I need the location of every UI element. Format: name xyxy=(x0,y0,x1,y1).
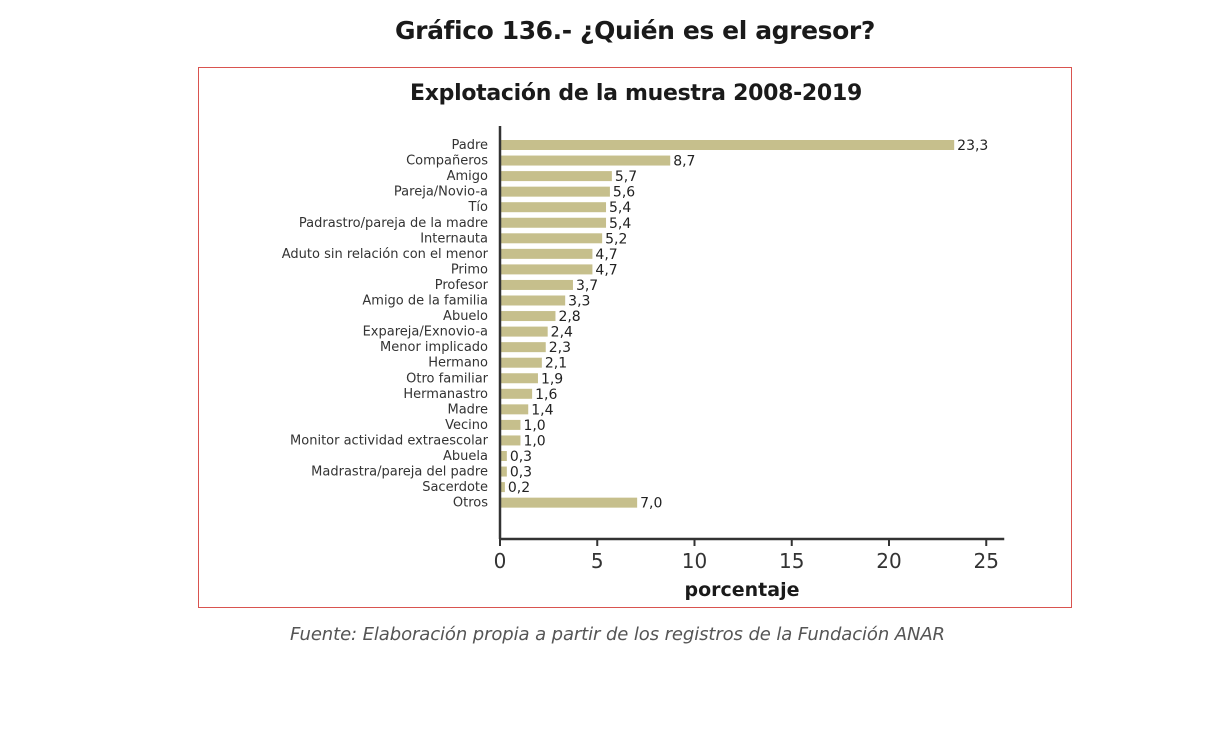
chart-title: Explotación de la muestra 2008-2019 xyxy=(410,81,862,106)
value-label: 5,4 xyxy=(609,216,631,232)
value-label: 1,0 xyxy=(523,418,545,434)
bar xyxy=(501,140,955,150)
bar-chart: Explotación de la muestra 2008-2019 Padr… xyxy=(282,81,1005,601)
value-label: 1,6 xyxy=(535,387,557,403)
bar xyxy=(501,155,671,166)
bar xyxy=(501,419,521,430)
category-label: Internauta xyxy=(420,231,488,246)
x-tick-label: 10 xyxy=(682,549,707,573)
value-label: 23,3 xyxy=(957,138,988,154)
value-label: 5,7 xyxy=(615,169,637,185)
bar xyxy=(501,435,521,446)
value-label: 2,4 xyxy=(551,325,573,341)
category-label: Vecino xyxy=(445,418,488,433)
x-tick-label: 25 xyxy=(974,549,999,573)
category-label: Madre xyxy=(448,402,489,417)
bar xyxy=(501,373,538,384)
category-label: Abuela xyxy=(443,449,488,464)
bar xyxy=(501,248,593,259)
figure-title: Gráfico 136.- ¿Quién es el agresor? xyxy=(395,16,875,45)
category-label: Menor implicado xyxy=(380,340,488,355)
bar xyxy=(501,279,573,290)
value-label: 4,7 xyxy=(595,247,617,263)
bar xyxy=(501,388,533,399)
x-tick-label: 20 xyxy=(876,549,901,573)
value-label: 5,2 xyxy=(605,231,627,247)
value-label: 4,7 xyxy=(595,262,617,278)
value-label: 1,9 xyxy=(541,371,563,387)
x-tick-label: 0 xyxy=(494,549,507,573)
category-label: Padrastro/pareja de la madre xyxy=(299,216,488,231)
value-label: 2,3 xyxy=(549,340,571,356)
category-label: Monitor actividad extraescolar xyxy=(290,433,489,448)
value-label: 2,1 xyxy=(545,356,567,372)
bar xyxy=(501,171,612,182)
bar xyxy=(501,233,603,244)
bar xyxy=(501,482,505,493)
category-label: Primo xyxy=(451,262,488,277)
x-tick-label: 15 xyxy=(779,549,804,573)
category-label: Amigo xyxy=(447,169,488,184)
bar xyxy=(501,295,566,306)
category-label: Abuelo xyxy=(443,309,488,324)
category-label: Otros xyxy=(453,496,488,511)
category-label: Madrastra/pareja del padre xyxy=(311,465,488,480)
x-tick-label: 5 xyxy=(591,549,604,573)
category-label: Hermanastro xyxy=(403,387,488,402)
value-label: 8,7 xyxy=(673,154,695,170)
value-label: 0,3 xyxy=(510,449,532,465)
category-label: Otro familiar xyxy=(406,371,488,386)
bar xyxy=(501,202,607,213)
value-label: 5,4 xyxy=(609,200,631,216)
bar xyxy=(501,326,548,337)
bar xyxy=(501,404,529,415)
axis-layer: 0 5 10 15 20 25 xyxy=(494,126,1005,573)
category-label: Profesor xyxy=(435,278,489,293)
value-label: 0,2 xyxy=(508,480,530,496)
category-label: Pareja/Novio-a xyxy=(394,185,488,200)
bar xyxy=(501,497,638,508)
bar xyxy=(501,264,593,275)
category-label: Expareja/Exnovio-a xyxy=(363,325,488,340)
category-label: Tío xyxy=(467,200,488,215)
category-label: Sacerdote xyxy=(422,480,488,495)
value-label: 0,3 xyxy=(510,465,532,481)
bar xyxy=(501,217,607,228)
value-label: 1,0 xyxy=(523,433,545,449)
x-axis-title: porcentaje xyxy=(684,579,799,601)
category-label: Compañeros xyxy=(406,154,488,169)
bar xyxy=(501,186,610,197)
bar xyxy=(501,357,542,368)
bars-layer: Padre 23,3 Compañeros 8,7 Amigo 5,7 Pareja/Nov… xyxy=(282,138,989,512)
category-label: Aduto sin relación con el menor xyxy=(282,247,489,262)
category-label: Hermano xyxy=(428,356,488,371)
source-note: Fuente: Elaboración propia a partir de l… xyxy=(290,624,945,645)
chart-frame: Explotación de la muestra 2008-2019 Padr… xyxy=(198,67,1072,608)
bar xyxy=(501,466,507,477)
value-label: 2,8 xyxy=(558,309,580,325)
value-label: 7,0 xyxy=(640,496,662,512)
value-label: 5,6 xyxy=(613,185,635,201)
value-label: 1,4 xyxy=(531,402,553,418)
value-label: 3,7 xyxy=(576,278,598,294)
value-label: 3,3 xyxy=(568,294,590,310)
bar xyxy=(501,451,507,461)
category-label: Amigo de la familia xyxy=(362,294,488,309)
bar xyxy=(501,342,546,353)
bar xyxy=(501,311,556,322)
category-label: Padre xyxy=(451,138,488,153)
